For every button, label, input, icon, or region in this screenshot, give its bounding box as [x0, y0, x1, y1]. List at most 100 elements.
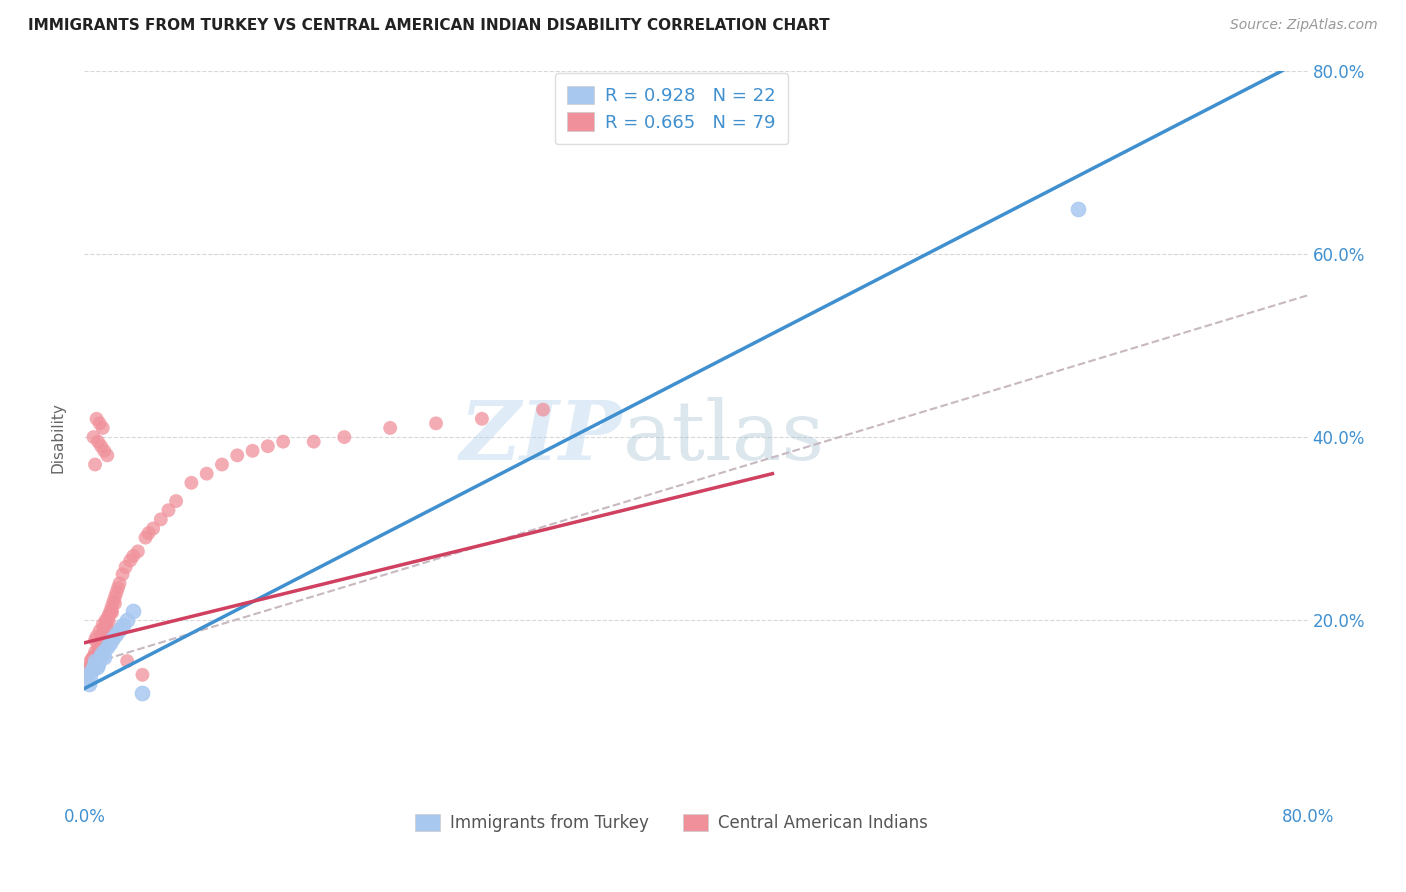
Point — [90, 439, 112, 453]
Point — [86, 629, 108, 643]
Point — [80, 657, 103, 671]
Point — [86, 648, 108, 662]
Point — [165, 494, 187, 508]
Point — [127, 544, 149, 558]
Point — [86, 651, 108, 665]
Point — [531, 402, 554, 417]
Point — [101, 604, 124, 618]
Point — [107, 581, 129, 595]
Point — [87, 657, 110, 671]
Point — [84, 458, 107, 472]
Point — [122, 604, 145, 618]
Text: atlas: atlas — [623, 397, 825, 477]
Point — [89, 645, 111, 659]
Point — [96, 622, 118, 636]
Point — [131, 667, 153, 681]
Point — [101, 606, 124, 620]
Point — [87, 642, 110, 657]
Point — [211, 458, 233, 472]
Point — [97, 608, 120, 623]
Point — [76, 667, 98, 681]
Text: IMMIGRANTS FROM TURKEY VS CENTRAL AMERICAN INDIAN DISABILITY CORRELATION CHART: IMMIGRANTS FROM TURKEY VS CENTRAL AMERIC… — [28, 18, 830, 33]
Point — [111, 617, 134, 632]
Point — [105, 626, 128, 640]
Point — [84, 633, 107, 648]
Point — [77, 677, 100, 691]
Point — [122, 549, 145, 563]
Point — [108, 576, 131, 591]
Point — [87, 639, 110, 653]
Point — [90, 633, 112, 648]
Point — [91, 421, 114, 435]
Point — [108, 622, 131, 636]
Point — [195, 467, 218, 481]
Point — [79, 658, 101, 673]
Point — [97, 608, 120, 623]
Point — [97, 615, 120, 629]
Text: ZIP: ZIP — [460, 397, 623, 477]
Point — [93, 620, 115, 634]
Point — [91, 645, 114, 659]
Point — [91, 617, 114, 632]
Point — [111, 567, 134, 582]
Text: Source: ZipAtlas.com: Source: ZipAtlas.com — [1230, 18, 1378, 32]
Point — [180, 475, 202, 490]
Legend: Immigrants from Turkey, Central American Indians: Immigrants from Turkey, Central American… — [409, 807, 934, 838]
Point — [94, 613, 117, 627]
Point — [142, 521, 165, 535]
Point — [271, 434, 294, 449]
Point — [87, 434, 110, 449]
Point — [104, 597, 127, 611]
Point — [242, 443, 264, 458]
Point — [105, 585, 128, 599]
Point — [380, 421, 402, 435]
Point — [471, 412, 494, 426]
Point — [138, 526, 160, 541]
Point — [425, 417, 447, 431]
Point — [84, 654, 107, 668]
Point — [89, 417, 111, 431]
Point — [93, 649, 115, 664]
Point — [302, 434, 325, 449]
Point — [91, 626, 114, 640]
Point — [104, 590, 127, 604]
Point — [84, 654, 107, 668]
Point — [80, 663, 103, 677]
Point — [226, 448, 249, 462]
Point — [86, 660, 108, 674]
Point — [89, 651, 111, 665]
Point — [120, 553, 142, 567]
Point — [91, 632, 114, 646]
Point — [79, 673, 101, 687]
Point — [149, 512, 172, 526]
Point — [103, 632, 125, 646]
Point — [83, 649, 105, 664]
Point — [1067, 202, 1090, 216]
Point — [103, 594, 125, 608]
Point — [83, 658, 105, 673]
Point — [98, 604, 121, 618]
Point — [77, 663, 100, 677]
Point — [86, 412, 108, 426]
Point — [94, 617, 117, 632]
Y-axis label: Disability: Disability — [51, 401, 66, 473]
Point — [83, 430, 105, 444]
Point — [115, 654, 138, 668]
Point — [333, 430, 356, 444]
Point — [96, 613, 118, 627]
Point — [80, 651, 103, 665]
Point — [84, 645, 107, 659]
Point — [96, 640, 118, 655]
Point — [101, 599, 124, 614]
Point — [96, 448, 118, 462]
Point — [90, 648, 112, 662]
Point — [83, 663, 105, 677]
Point — [80, 660, 103, 674]
Point — [257, 439, 280, 453]
Point — [76, 667, 98, 681]
Point — [98, 636, 121, 650]
Point — [89, 640, 111, 655]
Point — [79, 654, 101, 668]
Point — [89, 624, 111, 638]
Point — [131, 686, 153, 700]
